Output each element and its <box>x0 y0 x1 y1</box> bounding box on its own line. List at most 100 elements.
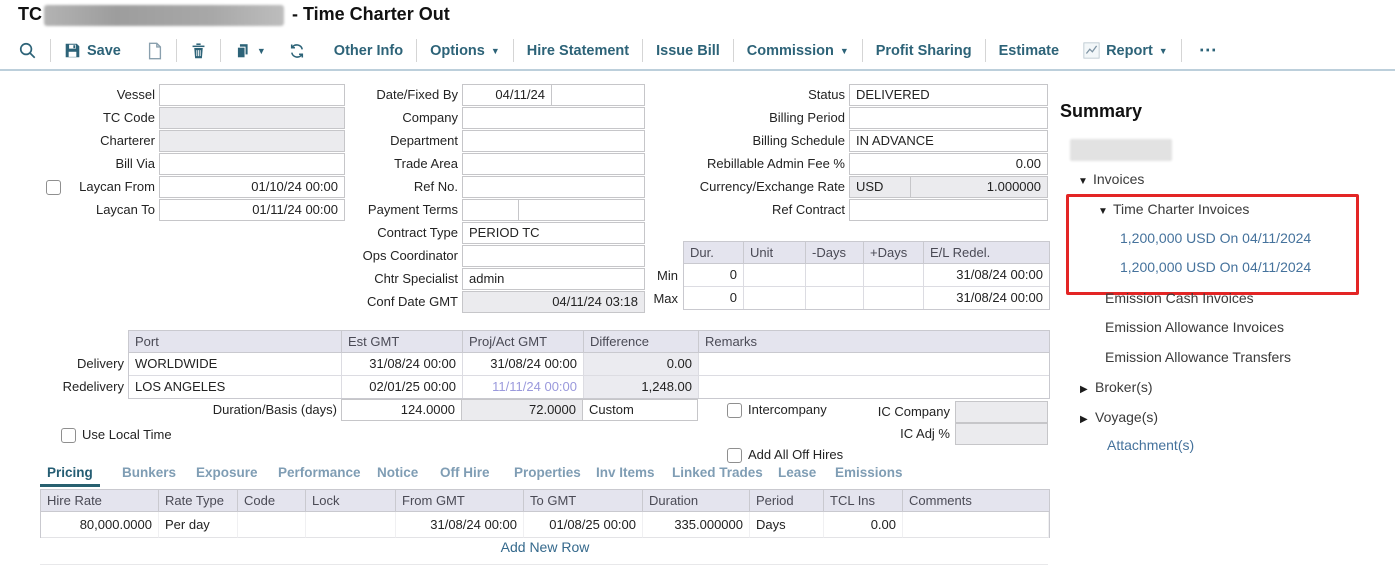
duration-cell[interactable]: 335.000000 <box>643 512 750 538</box>
date-fixed-field[interactable]: 04/11/24 <box>462 84 552 106</box>
options-label: Options <box>430 42 485 59</box>
period-cell[interactable]: Days <box>750 512 824 538</box>
tab-inv-items[interactable]: Inv Items <box>596 465 655 480</box>
rebillable-admin-fee-field[interactable]: 0.00 <box>849 153 1048 175</box>
max-unit-cell[interactable] <box>744 287 806 309</box>
to-gmt-cell[interactable]: 01/08/25 00:00 <box>524 512 643 538</box>
use-local-time-checkbox[interactable] <box>61 428 76 443</box>
intercompany-checkbox[interactable] <box>727 403 742 418</box>
min-plus-days-cell[interactable] <box>864 264 924 287</box>
more-actions-button[interactable]: ⋯ <box>1198 40 1218 60</box>
billing-period-field[interactable] <box>849 107 1048 129</box>
title-bar: TC - Time Charter Out <box>0 0 1395 32</box>
delete-button[interactable] <box>190 42 207 60</box>
refresh-button[interactable] <box>288 42 306 60</box>
other-info-button[interactable]: Other Info <box>334 43 403 59</box>
sidebar-item-brokers[interactable]: ▶ Broker(s) <box>1080 379 1153 395</box>
sidebar-item-emission-cash-invoices[interactable]: Emission Cash Invoices <box>1105 290 1254 306</box>
department-label: Department <box>390 133 458 148</box>
commission-button[interactable]: Commission ▼ <box>747 43 849 59</box>
new-document-button[interactable] <box>147 42 163 60</box>
min-minus-days-cell[interactable] <box>806 264 864 287</box>
hire-statement-button[interactable]: Hire Statement <box>527 43 629 59</box>
department-field[interactable] <box>462 130 645 152</box>
max-plus-days-cell[interactable] <box>864 287 924 309</box>
company-field[interactable] <box>462 107 645 129</box>
delivery-proj-gmt-cell[interactable]: 31/08/24 00:00 <box>463 353 584 376</box>
tab-emissions[interactable]: Emissions <box>835 465 903 480</box>
column-header: Code <box>238 490 306 512</box>
tcl-ins-cell[interactable]: 0.00 <box>824 512 903 538</box>
redelivery-est-gmt-cell[interactable]: 02/01/25 00:00 <box>342 376 463 398</box>
rate-type-cell[interactable]: Per day <box>159 512 238 538</box>
redelivery-port-cell[interactable]: LOS ANGELES <box>129 376 342 398</box>
laycan-from-field[interactable]: 01/10/24 00:00 <box>159 176 345 198</box>
save-button[interactable]: Save <box>64 42 121 59</box>
from-gmt-cell[interactable]: 31/08/24 00:00 <box>396 512 524 538</box>
sidebar-item-voyages[interactable]: ▶ Voyage(s) <box>1080 409 1158 425</box>
billing-schedule-field[interactable]: IN ADVANCE <box>849 130 1048 152</box>
fixed-by-field[interactable] <box>551 84 645 106</box>
laycan-checkbox[interactable] <box>46 180 61 195</box>
max-el-redel-cell[interactable]: 31/08/24 00:00 <box>924 287 1049 309</box>
hire-rate-cell[interactable]: 80,000.0000 <box>41 512 159 538</box>
duration-days-field[interactable]: 124.0000 <box>341 399 462 421</box>
min-el-redel-cell[interactable]: 31/08/24 00:00 <box>924 264 1049 287</box>
estimate-button[interactable]: Estimate <box>999 43 1059 59</box>
issue-bill-button[interactable]: Issue Bill <box>656 43 720 59</box>
tab-lease[interactable]: Lease <box>778 465 817 480</box>
profit-sharing-button[interactable]: Profit Sharing <box>876 43 972 59</box>
tab-pricing[interactable]: Pricing <box>40 462 100 487</box>
tab-performance[interactable]: Performance <box>278 465 361 480</box>
tab-off-hire[interactable]: Off Hire <box>440 465 490 480</box>
tab-bunkers[interactable]: Bunkers <box>122 465 177 480</box>
code-cell[interactable] <box>238 512 306 538</box>
tab-exposure[interactable]: Exposure <box>196 465 258 480</box>
min-dur-cell[interactable]: 0 <box>684 264 744 287</box>
tab-notice[interactable]: Notice <box>377 465 419 480</box>
ref-no-field[interactable] <box>462 176 645 198</box>
lock-cell[interactable] <box>306 512 396 538</box>
delivery-port-cell[interactable]: WORLDWIDE <box>129 353 342 376</box>
charterer-field-redacted[interactable] <box>159 130 345 152</box>
contract-type-field[interactable]: PERIOD TC <box>462 222 645 244</box>
column-header: -Days <box>806 242 864 264</box>
report-button[interactable]: Report ▼ <box>1083 42 1168 59</box>
voyages-label: Voyage(s) <box>1095 409 1159 425</box>
options-button[interactable]: Options ▼ <box>430 43 500 59</box>
max-minus-days-cell[interactable] <box>806 287 864 309</box>
delivery-est-gmt-cell[interactable]: 31/08/24 00:00 <box>342 353 463 376</box>
bill-via-field[interactable] <box>159 153 345 175</box>
tc-code-field-redacted[interactable] <box>159 107 345 129</box>
sidebar-item-invoices[interactable]: ▼ Invoices <box>1078 171 1144 187</box>
tab-linked-trades[interactable]: Linked Trades <box>672 465 763 480</box>
sidebar-item-emission-allowance-invoices[interactable]: Emission Allowance Invoices <box>1105 319 1284 335</box>
invoice-link[interactable]: 1,200,000 USD On 04/11/2024 <box>1120 259 1312 275</box>
payment-terms-desc-field[interactable] <box>518 199 645 221</box>
sidebar-item-emission-allowance-transfers[interactable]: Emission Allowance Transfers <box>1105 349 1291 365</box>
tab-properties[interactable]: Properties <box>514 465 581 480</box>
search-button[interactable] <box>18 41 37 60</box>
chtr-specialist-field[interactable]: admin <box>462 268 645 290</box>
vessel-field[interactable] <box>159 84 345 106</box>
duration-minmax-table: Dur. Unit -Days +Days E/L Redel. 0 31/08… <box>683 241 1050 310</box>
copy-button[interactable]: ▼ <box>234 42 266 60</box>
comments-cell[interactable] <box>903 512 1049 538</box>
redelivery-proj-gmt-cell[interactable]: 11/11/24 00:00 <box>463 376 584 398</box>
redelivery-remarks-cell[interactable] <box>699 376 1049 398</box>
sidebar-item-time-charter-invoices[interactable]: ▼ Time Charter Invoices <box>1098 201 1249 217</box>
laycan-to-field[interactable]: 01/11/24 00:00 <box>159 199 345 221</box>
trade-area-field[interactable] <box>462 153 645 175</box>
min-unit-cell[interactable] <box>744 264 806 287</box>
max-dur-cell[interactable]: 0 <box>684 287 744 309</box>
ref-contract-field[interactable] <box>849 199 1048 221</box>
invoice-link[interactable]: 1,200,000 USD On 04/11/2024 <box>1120 230 1312 246</box>
basis-dropdown[interactable]: Custom <box>582 399 698 421</box>
sidebar-item-attachments[interactable]: Attachment(s) <box>1107 437 1195 453</box>
ops-coordinator-field[interactable] <box>462 245 645 267</box>
add-all-off-hires-checkbox[interactable] <box>727 448 742 463</box>
status-field[interactable]: DELIVERED <box>849 84 1048 106</box>
payment-terms-code-field[interactable] <box>462 199 519 221</box>
delivery-remarks-cell[interactable] <box>699 353 1049 376</box>
add-new-row-link[interactable]: Add New Row <box>500 539 590 555</box>
